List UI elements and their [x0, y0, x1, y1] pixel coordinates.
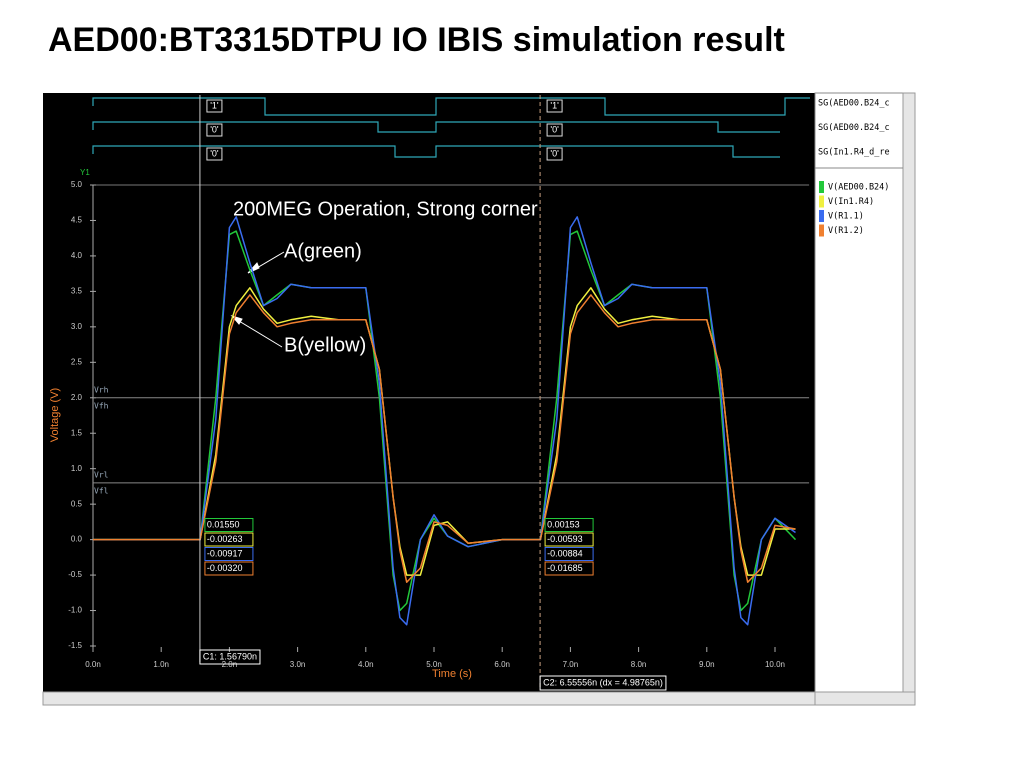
readout-box	[544, 532, 594, 547]
threshold-label: Vrl	[94, 470, 109, 479]
digital-value-box	[206, 123, 223, 137]
readout: -0.01685	[547, 563, 583, 573]
readout: 0.00153	[547, 519, 580, 529]
x-tick-label: 9.0n	[699, 660, 715, 669]
legend-label: V(AED00.B24)	[828, 183, 889, 193]
y-tick-label: 4.0	[71, 251, 83, 260]
cursor-label: C1: 1.56790n	[203, 651, 257, 661]
y-tick-label: -1.0	[68, 606, 82, 615]
y-tick-label: 2.5	[71, 357, 83, 366]
x-tick-label: 7.0n	[563, 660, 579, 669]
digital-trace	[92, 121, 780, 133]
digital-signal-name: SG(In1.R4_d_re	[818, 148, 890, 158]
scrollbar[interactable]	[814, 691, 916, 706]
digital-value-box	[206, 99, 223, 113]
series-line	[93, 216, 796, 626]
x-tick-label: 3.0n	[290, 660, 306, 669]
digital-traces	[92, 97, 810, 158]
legend-swatch	[819, 181, 824, 193]
readout-box	[544, 547, 594, 561]
digital-value-box	[546, 147, 563, 161]
digital-trace	[92, 145, 780, 158]
y-tick-label: -1.5	[68, 641, 82, 650]
legend-label: V(R1.2)	[828, 226, 864, 236]
threshold-label: Vfl	[94, 486, 109, 495]
legend-label: V(In1.R4)	[828, 197, 874, 207]
y-tick-label: 3.0	[71, 322, 83, 331]
y-tick-label: 3.5	[71, 286, 83, 295]
readout: -0.00263	[207, 534, 243, 544]
y-tick-label: 0.0	[71, 535, 83, 544]
y-tick-label: 1.0	[71, 464, 83, 473]
readout: -0.00593	[547, 534, 583, 544]
digital-value: '0'	[210, 124, 219, 134]
arrow	[233, 317, 283, 348]
threshold-label: Vfh	[94, 401, 109, 410]
digital-signal-name: SG(AED00.B24_c	[818, 99, 890, 109]
y-tick-label: 1.5	[71, 428, 83, 437]
digital-trace	[92, 97, 810, 116]
y-tick-label: 0.5	[71, 499, 83, 508]
readout: -0.00320	[207, 563, 243, 573]
digital-value-box	[546, 123, 563, 137]
legend-swatch	[819, 210, 824, 222]
readout-box	[544, 518, 594, 532]
axis-name: Y1	[80, 168, 90, 177]
readout: -0.00884	[547, 548, 583, 558]
legend-swatch	[819, 195, 824, 208]
legend-swatch	[819, 224, 824, 237]
x-tick-label: 1.0n	[153, 660, 169, 669]
digital-value: '0'	[210, 148, 219, 158]
annotation: A(green)	[284, 240, 362, 262]
digital-value: '1'	[550, 100, 559, 110]
x-tick-label: 4.0n	[358, 660, 374, 669]
x-tick-label: 8.0n	[631, 660, 647, 669]
annotation: 200MEG Operation, Strong corner	[233, 198, 538, 220]
cursor-label-box	[199, 649, 261, 665]
readout-box	[204, 547, 254, 561]
threshold-label: Vrh	[94, 385, 109, 394]
x-tick-label: 10.0n	[765, 660, 785, 669]
readout-box	[204, 518, 254, 532]
x-tick-label: 6.0n	[494, 660, 510, 669]
y-tick-label: 5.0	[71, 180, 83, 189]
digital-value: '0'	[550, 124, 559, 134]
digital-value-box	[206, 147, 223, 161]
series-line	[93, 294, 796, 583]
y-tick-label: 4.5	[71, 216, 83, 225]
cursor-label-box	[539, 675, 667, 691]
scrollbar[interactable]	[902, 92, 916, 693]
legend-panel	[814, 92, 904, 693]
annotation: B(yellow)	[284, 334, 366, 356]
x-tick-label: 5.0n	[426, 660, 442, 669]
digital-value: '0'	[550, 148, 559, 158]
legend-label: V(R1.1)	[828, 212, 864, 222]
x-tick-label: 0.0n	[85, 660, 101, 669]
x-tick-label: 2.0n	[222, 660, 238, 669]
scrollbar[interactable]	[42, 691, 816, 706]
digital-value-box	[546, 99, 563, 113]
readout-box	[204, 532, 254, 547]
readout: 0.01550	[207, 519, 240, 529]
y-tick-label: -0.5	[68, 570, 82, 579]
digital-value: '1'	[210, 100, 219, 110]
y-axis-label: Voltage (V)	[49, 388, 61, 442]
slide-title: AED00:BT3315DTPU IO IBIS simulation resu…	[48, 21, 785, 59]
plot-panel	[43, 93, 815, 692]
cursor-label: C2: 6.55556n (dx = 4.98765n)	[543, 677, 663, 687]
x-axis-label: Time (s)	[432, 668, 472, 680]
readout-box	[544, 561, 594, 576]
readout: -0.00917	[207, 548, 243, 558]
digital-signal-name: SG(AED00.B24_c	[818, 123, 890, 133]
readout-box	[204, 561, 254, 576]
y-tick-label: 2.0	[71, 393, 83, 402]
